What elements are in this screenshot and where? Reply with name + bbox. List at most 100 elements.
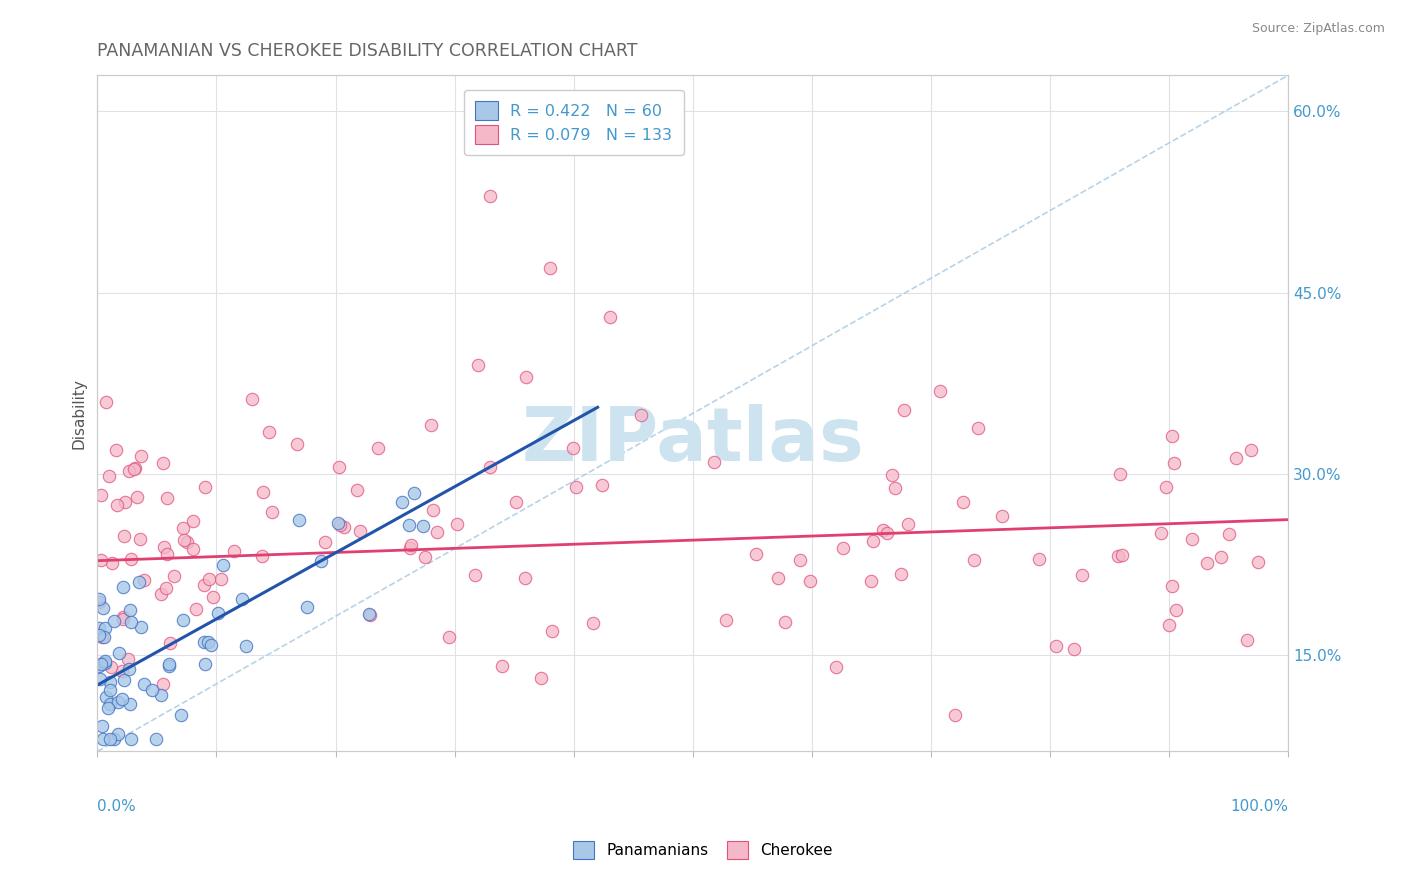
Point (897, 517, 920, 532)
Point (745, 547, 768, 561)
Point (172, 613, 194, 627)
Point (103, 615, 125, 629)
Point (1150, 525, 1173, 540)
Point (202, 590, 225, 604)
Point (314, 534, 336, 549)
Point (1164, 602, 1187, 616)
Point (928, 384, 950, 399)
Point (1247, 556, 1270, 570)
Point (141, 682, 163, 697)
Point (359, 607, 381, 622)
Point (799, 574, 821, 588)
Point (107, 695, 129, 709)
Point (893, 403, 915, 417)
Legend: R = 0.422   N = 60, R = 0.079   N = 133: R = 0.422 N = 60, R = 0.079 N = 133 (464, 90, 683, 155)
Point (1161, 578, 1184, 592)
Point (862, 533, 884, 548)
Point (93, 732, 115, 747)
Point (359, 607, 381, 621)
Legend: Panamanians, Cherokee: Panamanians, Cherokee (567, 835, 839, 864)
Point (967, 421, 990, 435)
Point (437, 630, 460, 644)
Point (1163, 456, 1185, 470)
Point (120, 697, 142, 711)
Point (1218, 527, 1240, 541)
Point (93, 630, 115, 644)
Point (128, 574, 150, 589)
Text: PANAMANIAN VS CHEROKEE DISABILITY CORRELATION CHART: PANAMANIAN VS CHEROKEE DISABILITY CORREL… (97, 42, 638, 60)
Point (94, 654, 117, 668)
Point (491, 658, 513, 673)
Point (103, 732, 125, 747)
Point (422, 503, 444, 517)
Point (91, 601, 114, 615)
Point (105, 498, 128, 512)
Point (112, 612, 135, 626)
Point (952, 494, 974, 508)
Point (599, 310, 621, 324)
Point (562, 441, 585, 455)
Point (1225, 451, 1247, 466)
Point (93, 656, 115, 670)
Point (98, 732, 121, 747)
Point (564, 480, 586, 494)
Point (467, 358, 489, 372)
Point (1070, 568, 1092, 582)
Point (714, 613, 737, 627)
Point (120, 732, 142, 747)
Point (240, 392, 263, 407)
Point (367, 441, 389, 455)
Point (173, 533, 195, 548)
Point (87, 621, 110, 635)
Point (309, 554, 332, 568)
Point (1063, 641, 1085, 656)
Point (582, 616, 605, 631)
Point (1111, 548, 1133, 562)
Point (100, 660, 122, 674)
Point (222, 543, 245, 558)
Point (426, 524, 449, 539)
Point (89, 672, 111, 686)
Point (114, 495, 136, 509)
Point (943, 708, 966, 723)
Point (98, 675, 121, 690)
Point (150, 587, 173, 601)
Point (120, 552, 142, 566)
Point (107, 727, 129, 741)
Point (505, 495, 527, 509)
Point (333, 520, 356, 534)
Point (399, 538, 422, 552)
Point (87, 592, 110, 607)
Point (108, 646, 131, 660)
Point (118, 602, 141, 616)
Point (155, 581, 177, 595)
Point (181, 514, 204, 528)
Point (184, 601, 207, 615)
Point (880, 467, 903, 482)
Point (118, 662, 141, 676)
Point (415, 549, 437, 564)
Point (98, 697, 121, 711)
Point (479, 189, 502, 203)
Point (97, 701, 120, 715)
Point (87, 595, 110, 609)
Point (132, 573, 155, 587)
Point (252, 549, 274, 564)
Point (1154, 480, 1177, 494)
Point (419, 417, 441, 432)
Text: 100.0%: 100.0% (1230, 799, 1288, 814)
Point (541, 624, 564, 639)
Point (1236, 633, 1258, 648)
Point (131, 620, 153, 634)
Point (391, 494, 413, 508)
Point (198, 572, 221, 586)
Point (112, 580, 135, 594)
Point (117, 652, 139, 666)
Point (90, 657, 112, 671)
Point (766, 571, 789, 585)
Point (104, 442, 127, 457)
Y-axis label: Disability: Disability (72, 378, 86, 449)
Point (211, 572, 233, 586)
Point (1240, 443, 1263, 458)
Point (129, 532, 152, 546)
